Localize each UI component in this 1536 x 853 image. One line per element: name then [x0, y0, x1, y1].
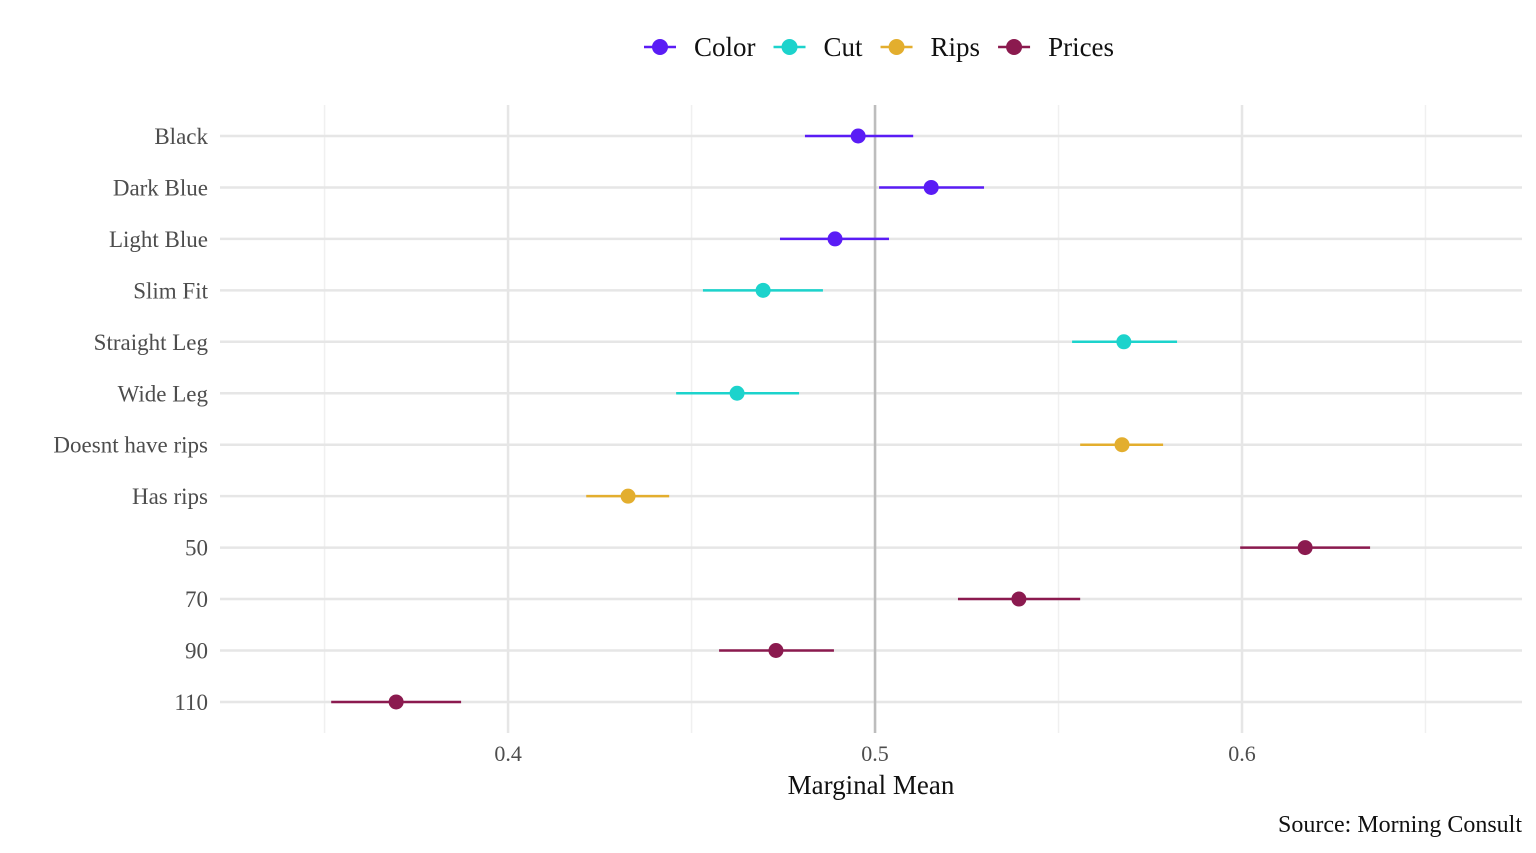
data-marks	[331, 128, 1371, 710]
data-point	[755, 282, 771, 298]
legend-label: Cut	[824, 32, 864, 62]
legend-item-color: Color	[644, 32, 756, 62]
data-point	[850, 128, 866, 144]
legend-label: Rips	[931, 32, 981, 62]
legend-key-point	[652, 39, 668, 55]
data-point	[1116, 334, 1132, 350]
data-point	[1114, 437, 1130, 453]
y-tick-label: Slim Fit	[133, 278, 208, 303]
data-point	[620, 488, 636, 504]
legend-item-cut: Cut	[773, 32, 864, 62]
data-point	[827, 231, 843, 247]
source-caption: Source: Morning Consult	[1278, 812, 1522, 838]
data-point	[1297, 540, 1313, 556]
x-tick-label: 0.6	[1228, 741, 1256, 766]
data-point	[729, 385, 745, 401]
y-tick-label: Wide Leg	[118, 381, 209, 406]
data-point	[1011, 591, 1027, 607]
y-tick-label: 50	[185, 536, 208, 561]
x-axis-ticks: 0.4 0.5 0.6	[494, 741, 1255, 766]
y-tick-label: 70	[185, 587, 208, 612]
legend-label: Color	[694, 32, 756, 62]
legend-item-prices: Prices	[998, 32, 1114, 62]
legend-item-rips: Rips	[880, 32, 981, 62]
y-axis-labels: Black Dark Blue Light Blue Slim Fit Straight…	[53, 124, 208, 715]
grid	[220, 105, 1522, 733]
y-tick-label: 110	[174, 690, 208, 715]
legend-label: Prices	[1048, 32, 1114, 62]
data-point	[768, 643, 784, 658]
legend-key-point	[888, 39, 905, 55]
legend-key-point	[781, 39, 798, 55]
x-tick-label: 0.4	[494, 741, 522, 766]
y-tick-label: Dark Blue	[113, 175, 208, 200]
data-point	[388, 694, 404, 710]
y-tick-label: Black	[154, 124, 208, 149]
x-tick-label: 0.5	[861, 741, 889, 766]
y-tick-label: Doesnt have rips	[53, 433, 208, 458]
y-tick-label: Light Blue	[109, 227, 208, 252]
y-tick-label: 90	[185, 639, 208, 664]
x-axis-title: Marginal Mean	[788, 770, 955, 800]
y-tick-label: Has rips	[132, 484, 208, 509]
data-point	[923, 179, 939, 195]
y-tick-label: Straight Leg	[94, 330, 209, 355]
legend-key-point	[1006, 39, 1023, 55]
legend: Color Cut Rips Prices	[644, 32, 1114, 62]
